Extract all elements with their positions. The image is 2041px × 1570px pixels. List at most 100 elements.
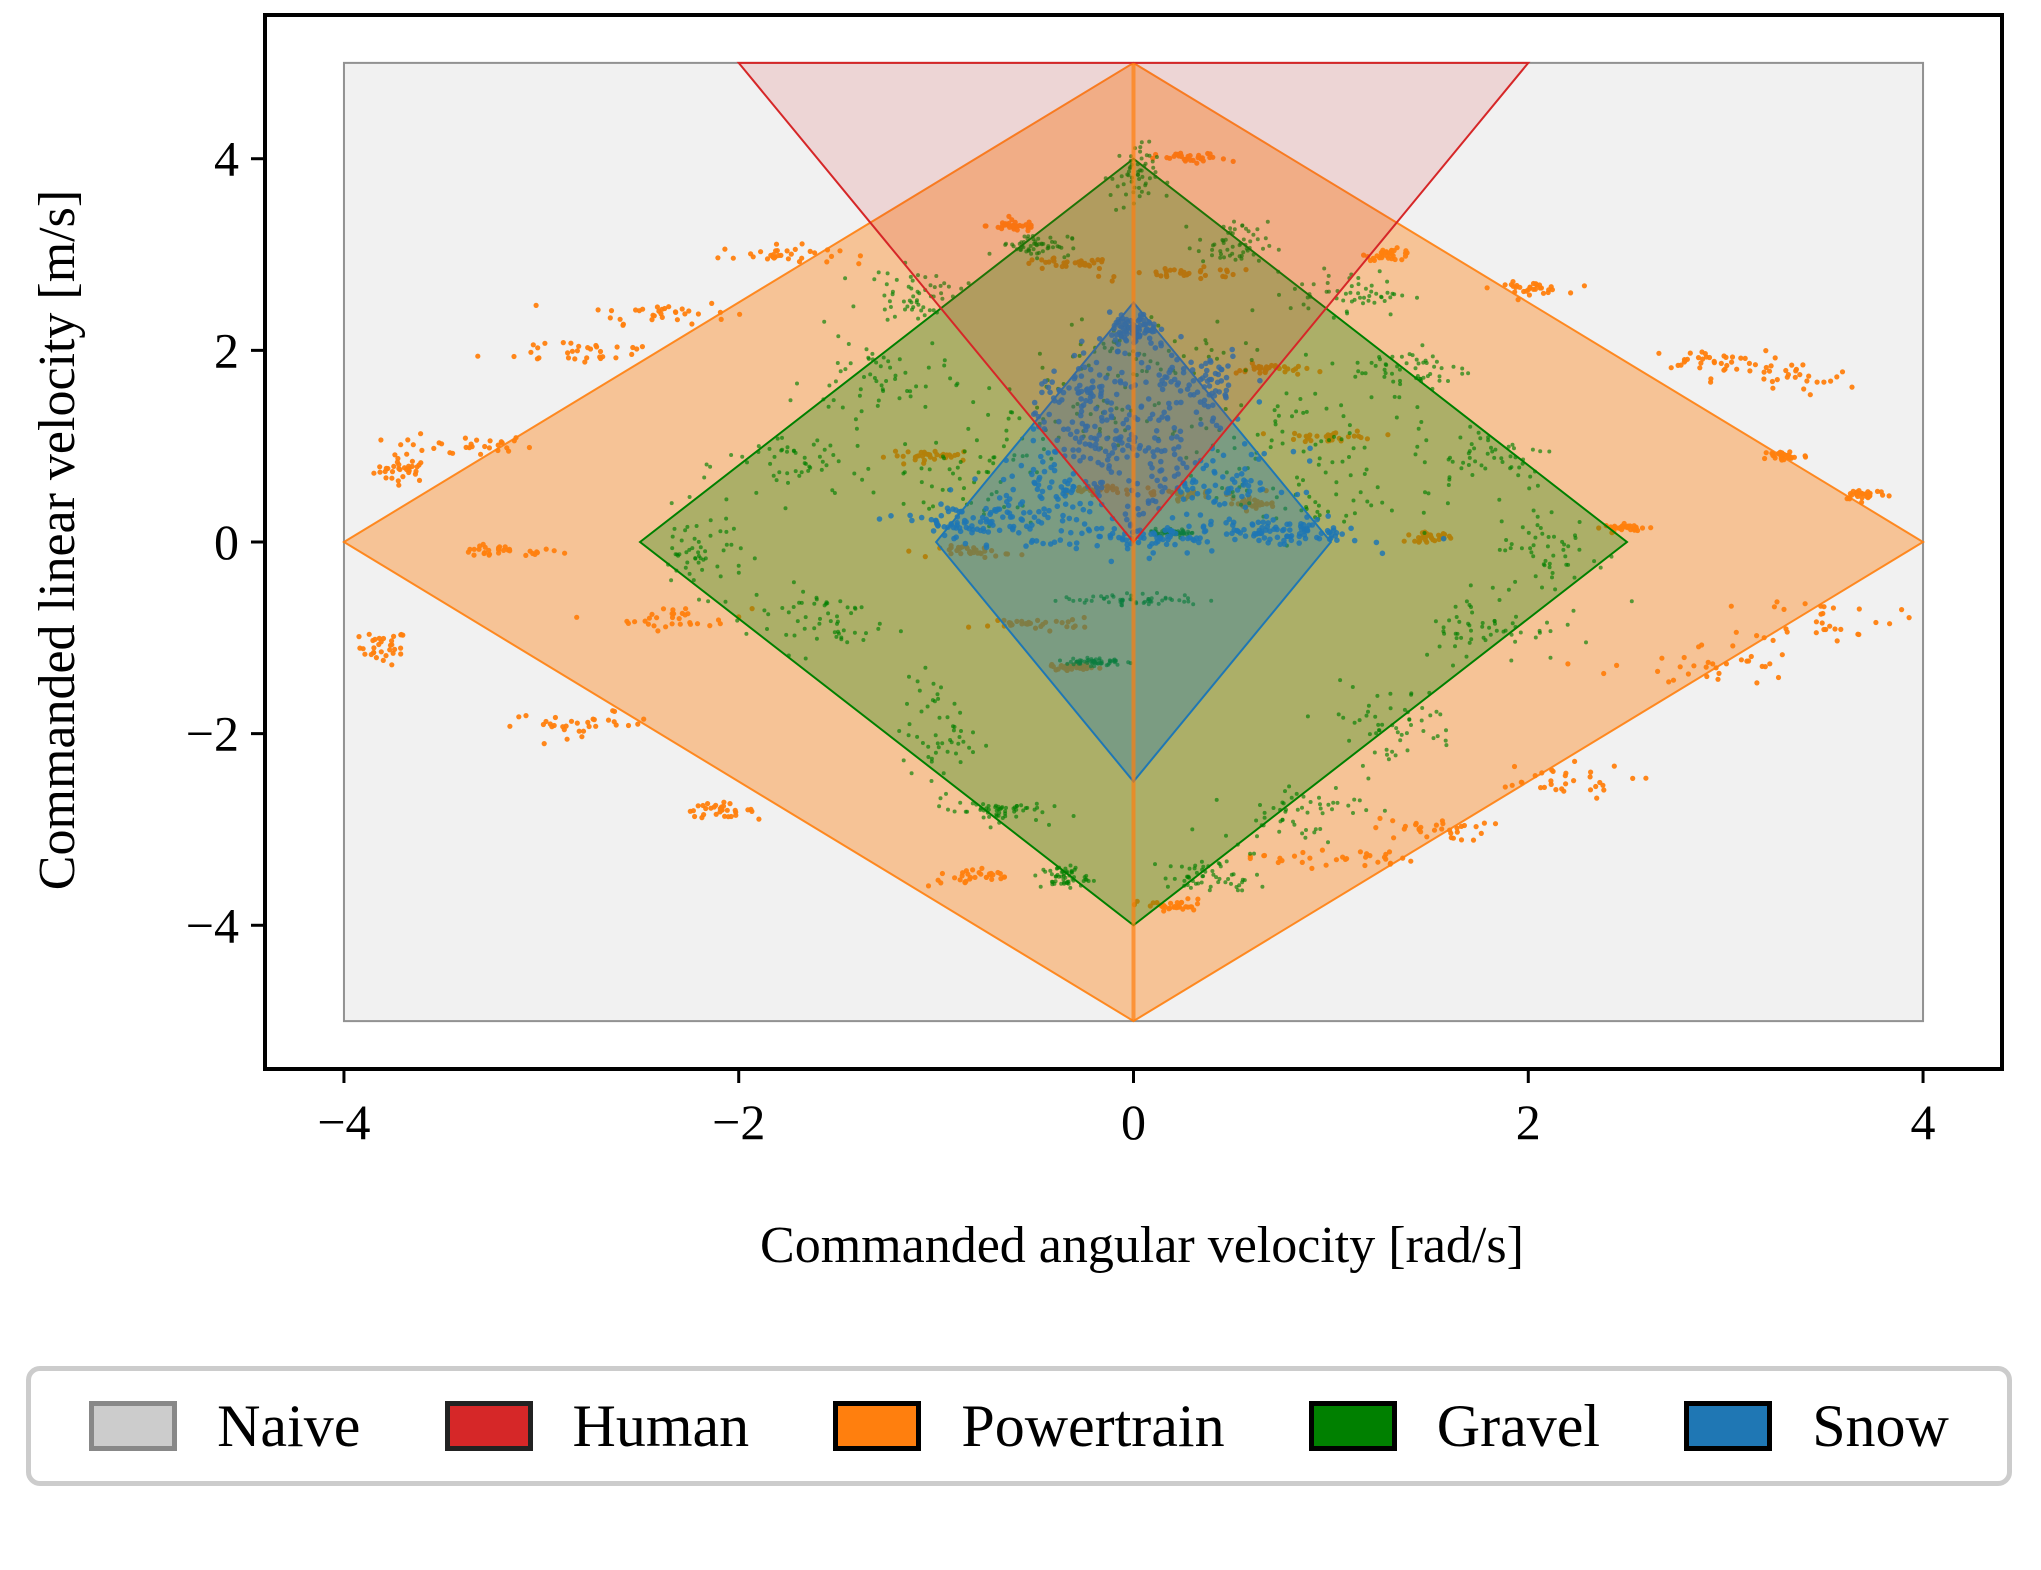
- data-point-powertrain: [1859, 495, 1865, 501]
- data-point-gravel: [1190, 879, 1195, 883]
- data-point-powertrain: [356, 634, 362, 640]
- y-tick-label: 4: [214, 131, 239, 187]
- data-point-powertrain: [771, 255, 777, 261]
- data-point-gravel: [820, 459, 825, 464]
- data-point-snow: [1009, 514, 1016, 520]
- data-point-powertrain: [1800, 362, 1806, 368]
- data-point-gravel: [1010, 242, 1015, 247]
- data-point-snow: [1172, 541, 1178, 548]
- data-point-gravel: [966, 281, 971, 286]
- data-point-gravel: [1350, 685, 1355, 689]
- data-point-gravel: [1335, 800, 1340, 805]
- data-point-gravel: [1356, 291, 1361, 296]
- data-point-gravel: [1345, 311, 1350, 316]
- legend-item-naive: Naive: [89, 1392, 360, 1461]
- data-point-powertrain: [1097, 665, 1103, 671]
- data-point-gravel: [926, 365, 931, 370]
- data-point-gravel: [866, 356, 871, 361]
- data-point-powertrain: [1262, 369, 1268, 376]
- data-point-gravel: [1425, 374, 1430, 379]
- data-point-snow: [1068, 529, 1074, 536]
- data-point-snow: [1200, 465, 1207, 472]
- data-point-powertrain: [976, 870, 982, 876]
- data-point-powertrain: [1588, 769, 1594, 775]
- data-point-powertrain: [1763, 450, 1769, 456]
- data-point-gravel: [935, 692, 940, 697]
- data-point-gravel: [1549, 510, 1554, 515]
- data-point-gravel: [1419, 420, 1424, 424]
- data-point-powertrain: [607, 315, 613, 321]
- data-point-powertrain: [1511, 763, 1518, 770]
- data-point-gravel: [1057, 244, 1062, 249]
- data-point-gravel: [1533, 469, 1537, 474]
- data-point-powertrain: [611, 708, 618, 715]
- series-gravel: [666, 139, 1634, 893]
- data-point-powertrain: [1053, 262, 1059, 268]
- data-point-gravel: [1200, 874, 1205, 879]
- data-point-gravel: [950, 294, 955, 299]
- data-point-gravel: [1529, 550, 1534, 555]
- data-point-gravel: [1313, 827, 1318, 832]
- data-point-gravel: [669, 578, 674, 583]
- data-point-powertrain: [778, 252, 784, 258]
- data-point-gravel: [961, 739, 966, 744]
- data-point-gravel: [756, 444, 761, 449]
- data-point-gravel: [978, 807, 983, 812]
- data-point-snow: [1216, 502, 1223, 508]
- data-point-snow: [1081, 521, 1088, 527]
- data-point-powertrain: [799, 255, 805, 261]
- data-point-gravel: [1222, 255, 1226, 260]
- data-point-gravel: [708, 518, 713, 523]
- data-point-snow: [1087, 500, 1094, 507]
- data-point-powertrain: [1594, 795, 1600, 801]
- data-point-gravel: [1227, 253, 1232, 258]
- data-point-gravel: [1577, 520, 1582, 524]
- data-point-gravel: [775, 436, 780, 441]
- data-point-gravel: [1203, 869, 1208, 874]
- data-point-snow: [1316, 535, 1323, 542]
- data-point-gravel: [817, 621, 822, 626]
- data-point-powertrain: [718, 316, 724, 322]
- data-point-powertrain: [995, 224, 1001, 230]
- data-point-gravel: [792, 448, 796, 453]
- data-point-snow: [1239, 493, 1245, 500]
- data-point-powertrain: [1730, 643, 1736, 649]
- data-point-snow: [1234, 527, 1240, 534]
- data-point-gravel: [1520, 525, 1525, 530]
- data-point-powertrain: [1291, 853, 1298, 859]
- data-point-powertrain: [967, 874, 974, 881]
- data-point-snow: [1186, 523, 1192, 530]
- data-point-gravel: [919, 308, 924, 313]
- data-point-snow: [938, 501, 944, 507]
- data-point-powertrain: [1481, 820, 1487, 826]
- data-point-gravel: [986, 807, 991, 812]
- data-point-snow: [1184, 487, 1191, 493]
- data-point-gravel: [1121, 205, 1126, 210]
- data-point-gravel: [1218, 255, 1223, 260]
- data-point-powertrain: [1070, 624, 1077, 631]
- data-point-powertrain: [633, 307, 639, 313]
- data-point-powertrain: [1600, 782, 1606, 788]
- data-point-powertrain: [398, 631, 404, 638]
- data-point-gravel: [981, 802, 986, 807]
- data-point-gravel: [1395, 730, 1400, 735]
- data-point-gravel: [740, 454, 745, 459]
- data-point-gravel: [939, 291, 944, 296]
- data-point-gravel: [938, 796, 943, 801]
- data-point-gravel: [1388, 706, 1393, 711]
- data-point-gravel: [937, 804, 942, 809]
- data-point-gravel: [1147, 176, 1152, 181]
- data-point-gravel: [1466, 463, 1471, 467]
- data-point-gravel: [1444, 743, 1449, 748]
- data-point-gravel: [991, 455, 996, 460]
- data-point-powertrain: [905, 449, 911, 455]
- data-point-powertrain: [983, 874, 990, 881]
- data-point-gravel: [1255, 872, 1259, 877]
- data-point-snow: [1223, 531, 1230, 537]
- data-point-gravel: [930, 341, 935, 346]
- data-point-powertrain: [1549, 287, 1555, 293]
- data-point-gravel: [1447, 477, 1452, 482]
- data-point-powertrain: [718, 807, 724, 813]
- data-point-snow: [1167, 534, 1173, 540]
- data-point-powertrain: [966, 549, 973, 556]
